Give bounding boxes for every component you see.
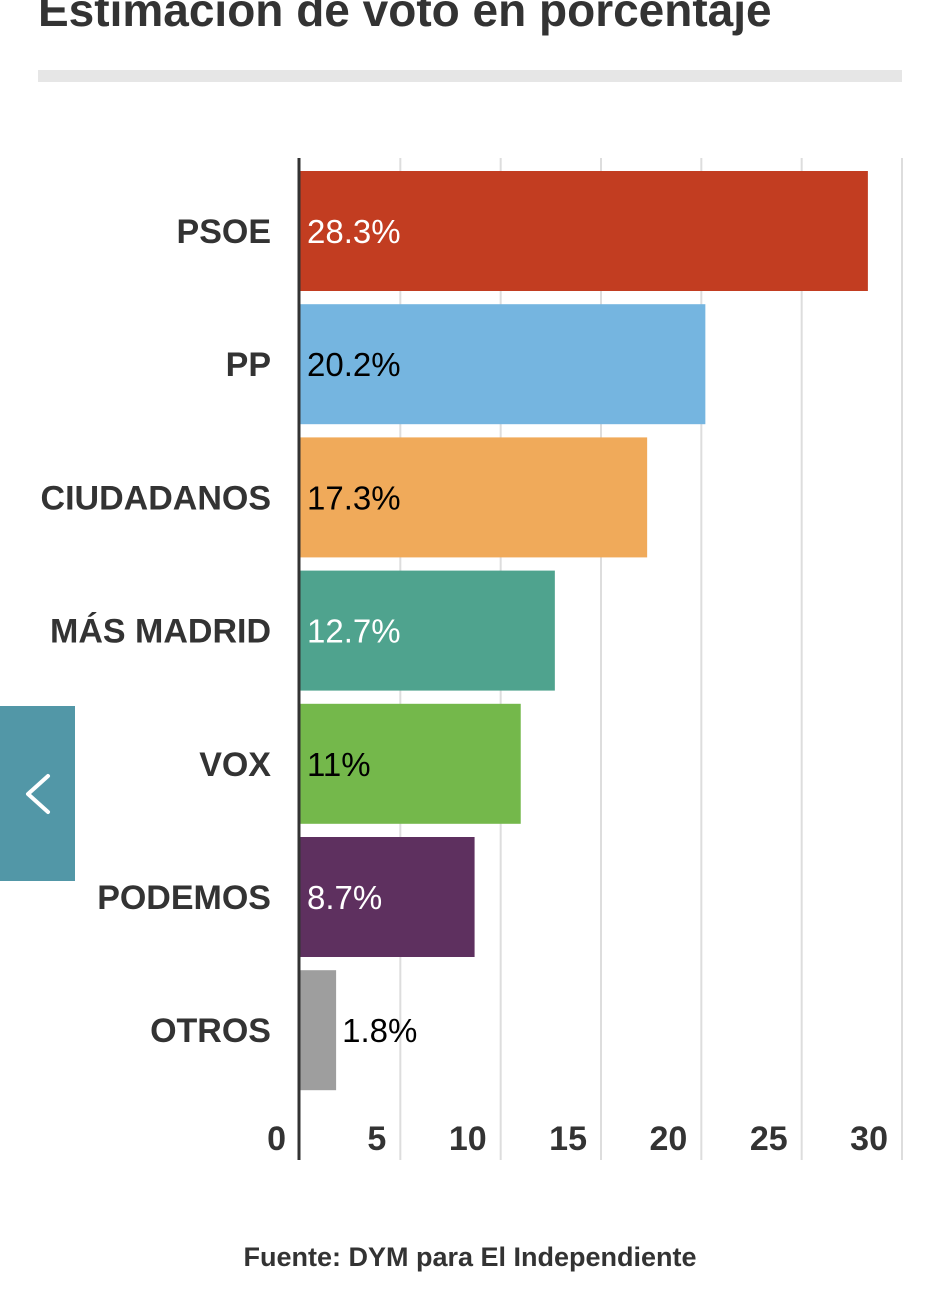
previous-slide-button[interactable] bbox=[0, 706, 75, 881]
value-label: 28.3% bbox=[307, 213, 401, 250]
category-label: VOX bbox=[199, 746, 271, 784]
bar-chart: PSOE PP CIUDADANOS MÁS MADRID VOX PODEMOS OTRO… bbox=[41, 158, 903, 1160]
bar-otros bbox=[300, 970, 337, 1091]
bar-ciudadanos bbox=[300, 437, 648, 558]
bars bbox=[300, 171, 868, 1091]
x-axis-ticks: 0 5 10 15 20 25 30 bbox=[267, 1120, 888, 1158]
category-label: CIUDADANOS bbox=[41, 479, 271, 517]
category-label: MÁS MADRID bbox=[50, 613, 271, 651]
value-label: 20.2% bbox=[307, 346, 401, 383]
bar-podemos bbox=[300, 837, 475, 957]
x-tick-label: 5 bbox=[367, 1120, 386, 1158]
value-label: 12.7% bbox=[307, 613, 401, 650]
chevron-left-icon bbox=[26, 774, 50, 814]
category-label: PODEMOS bbox=[97, 879, 271, 917]
category-label: OTROS bbox=[150, 1012, 271, 1050]
chart-title: Estimación de voto en porcentaje bbox=[38, 0, 772, 36]
value-label: 11% bbox=[307, 746, 371, 783]
x-tick-label: 20 bbox=[650, 1120, 688, 1158]
category-labels: PSOE PP CIUDADANOS MÁS MADRID VOX PODEMOS OTRO… bbox=[41, 213, 272, 1050]
category-label: PSOE bbox=[177, 213, 271, 251]
bar-pp bbox=[300, 304, 706, 425]
value-labels: 28.3% 20.2% 17.3% 12.7% 11% 8.7% 1.8% bbox=[307, 213, 417, 1049]
x-tick-label: 30 bbox=[850, 1120, 888, 1158]
x-tick-label: 10 bbox=[449, 1120, 487, 1158]
bar-psoe bbox=[300, 171, 868, 291]
value-label: 17.3% bbox=[307, 479, 401, 516]
x-tick-label: 15 bbox=[549, 1120, 587, 1158]
value-label: 8.7% bbox=[307, 879, 382, 916]
x-tick-label: 25 bbox=[750, 1120, 788, 1158]
category-label: PP bbox=[226, 346, 271, 384]
bar-vox bbox=[300, 703, 521, 824]
x-tick-label: 0 bbox=[267, 1120, 286, 1158]
source-note: Fuente: DYM para El Independiente bbox=[243, 1242, 697, 1272]
title-divider bbox=[38, 70, 902, 82]
value-label: 1.8% bbox=[342, 1012, 417, 1049]
bar-más-madrid bbox=[300, 570, 555, 691]
